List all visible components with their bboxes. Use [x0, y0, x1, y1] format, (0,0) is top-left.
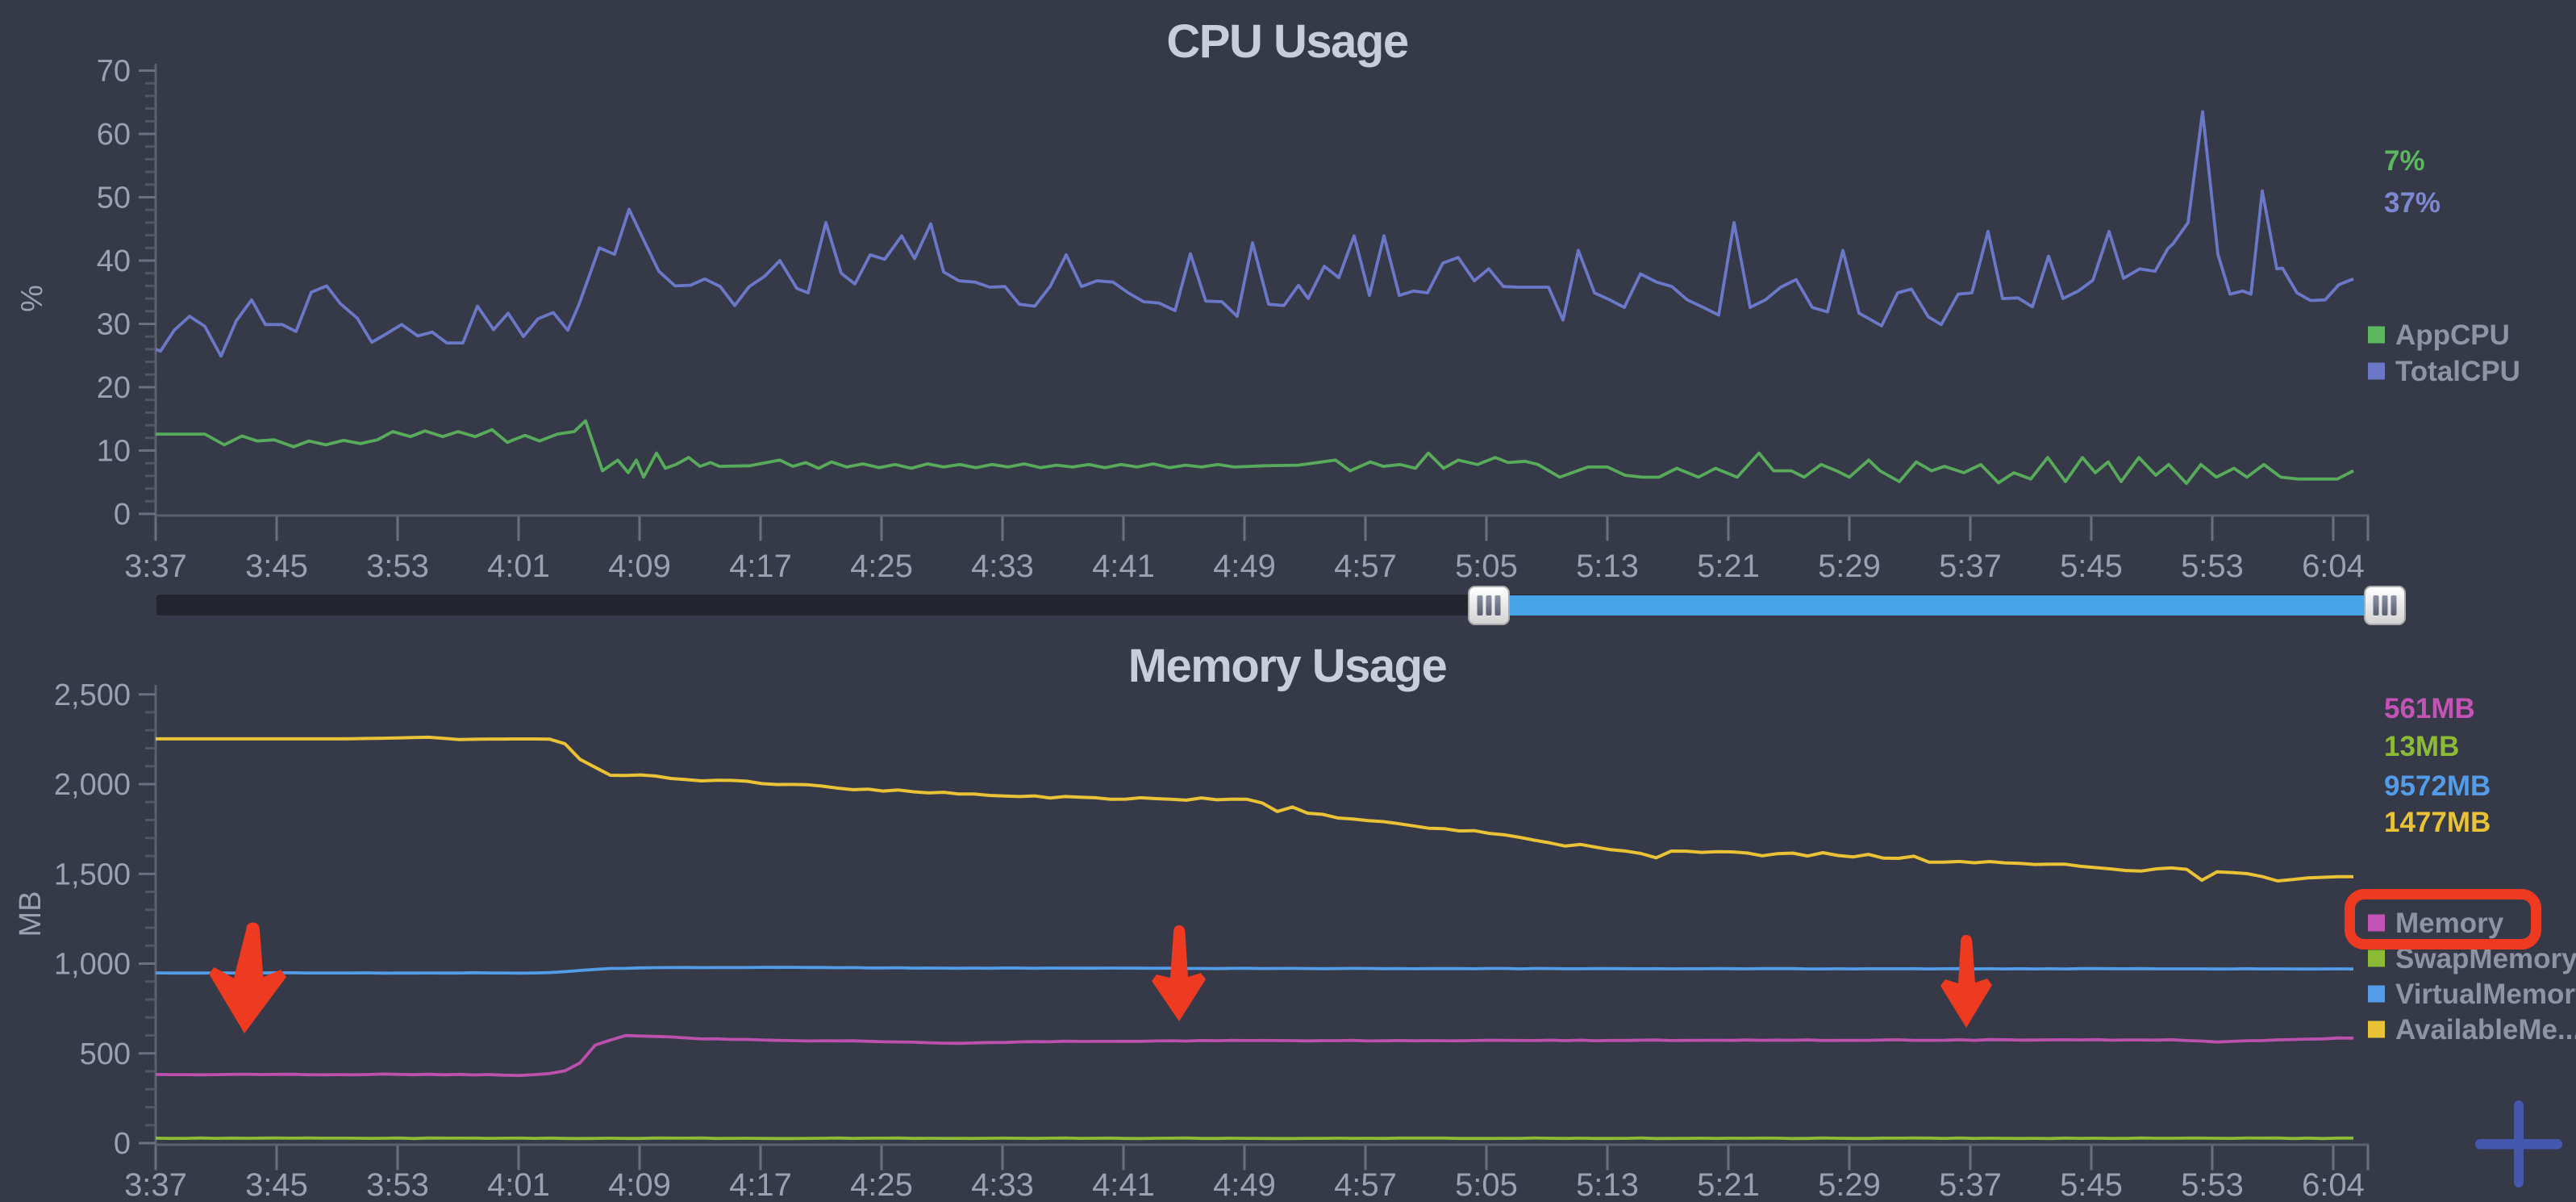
svg-text:5:53: 5:53 — [2181, 549, 2244, 584]
svg-text:4:09: 4:09 — [608, 549, 671, 584]
svg-text:5:37: 5:37 — [1939, 1167, 2002, 1202]
svg-text:4:01: 4:01 — [487, 1167, 550, 1202]
svg-text:AvailableMe...: AvailableMe... — [2395, 1014, 2576, 1045]
svg-text:4:33: 4:33 — [971, 1167, 1034, 1202]
svg-text:70: 70 — [97, 55, 131, 89]
svg-text:4:57: 4:57 — [1334, 1167, 1397, 1202]
svg-text:5:21: 5:21 — [1697, 1167, 1760, 1202]
svg-text:5:21: 5:21 — [1697, 549, 1760, 584]
svg-text:561MB: 561MB — [2384, 693, 2475, 724]
svg-text:500: 500 — [80, 1037, 131, 1071]
svg-text:37%: 37% — [2384, 187, 2441, 219]
svg-text:6:04: 6:04 — [2302, 1167, 2365, 1202]
svg-text:2,500: 2,500 — [54, 678, 131, 712]
svg-text:9572MB: 9572MB — [2384, 770, 2491, 802]
svg-text:60: 60 — [97, 118, 131, 152]
svg-text:5:45: 5:45 — [2060, 1167, 2123, 1202]
svg-text:5:29: 5:29 — [1818, 1167, 1881, 1202]
svg-text:7%: 7% — [2384, 145, 2425, 177]
svg-text:50: 50 — [97, 182, 131, 215]
svg-text:5:29: 5:29 — [1818, 549, 1881, 584]
svg-text:5:53: 5:53 — [2181, 1167, 2244, 1202]
svg-text:1477MB: 1477MB — [2384, 807, 2491, 838]
svg-text:4:33: 4:33 — [971, 549, 1034, 584]
svg-text:6:04: 6:04 — [2302, 549, 2365, 584]
svg-text:0: 0 — [114, 1127, 131, 1161]
svg-text:10: 10 — [97, 435, 131, 469]
svg-text:30: 30 — [97, 308, 131, 342]
svg-text:5:05: 5:05 — [1455, 549, 1518, 584]
svg-text:20: 20 — [97, 371, 131, 405]
svg-text:AppCPU: AppCPU — [2395, 319, 2510, 351]
svg-text:%: % — [15, 285, 49, 312]
svg-text:4:25: 4:25 — [850, 1167, 913, 1202]
svg-text:1,000: 1,000 — [54, 948, 131, 982]
svg-text:3:37: 3:37 — [124, 549, 187, 584]
svg-text:2,000: 2,000 — [54, 768, 131, 802]
svg-text:3:45: 3:45 — [245, 549, 308, 584]
svg-text:4:41: 4:41 — [1092, 1167, 1155, 1202]
svg-text:CPU Usage: CPU Usage — [1166, 15, 1407, 68]
svg-text:5:05: 5:05 — [1455, 1167, 1518, 1202]
svg-text:4:17: 4:17 — [729, 1167, 792, 1202]
svg-text:4:41: 4:41 — [1092, 549, 1155, 584]
svg-text:13MB: 13MB — [2384, 731, 2459, 762]
svg-text:3:45: 3:45 — [245, 1167, 308, 1202]
svg-text:4:49: 4:49 — [1213, 1167, 1276, 1202]
svg-text:VirtualMemory: VirtualMemory — [2395, 979, 2576, 1010]
svg-text:5:13: 5:13 — [1576, 1167, 1639, 1202]
svg-text:3:53: 3:53 — [366, 549, 429, 584]
svg-text:Memory Usage: Memory Usage — [1128, 640, 1447, 692]
svg-text:1,500: 1,500 — [54, 858, 131, 891]
svg-text:4:09: 4:09 — [608, 1167, 671, 1202]
svg-text:4:25: 4:25 — [850, 549, 913, 584]
svg-text:Memory: Memory — [2395, 908, 2504, 939]
svg-text:40: 40 — [97, 244, 131, 278]
svg-text:3:53: 3:53 — [366, 1167, 429, 1202]
svg-text:4:01: 4:01 — [487, 549, 550, 584]
svg-text:0: 0 — [114, 498, 131, 532]
svg-text:4:49: 4:49 — [1213, 549, 1276, 584]
svg-text:4:17: 4:17 — [729, 549, 792, 584]
svg-text:4:57: 4:57 — [1334, 549, 1397, 584]
svg-text:5:45: 5:45 — [2060, 549, 2123, 584]
svg-text:MB: MB — [14, 891, 48, 937]
svg-text:TotalCPU: TotalCPU — [2395, 356, 2520, 387]
svg-text:5:13: 5:13 — [1576, 549, 1639, 584]
svg-text:5:37: 5:37 — [1939, 549, 2002, 584]
svg-text:3:37: 3:37 — [124, 1167, 187, 1202]
